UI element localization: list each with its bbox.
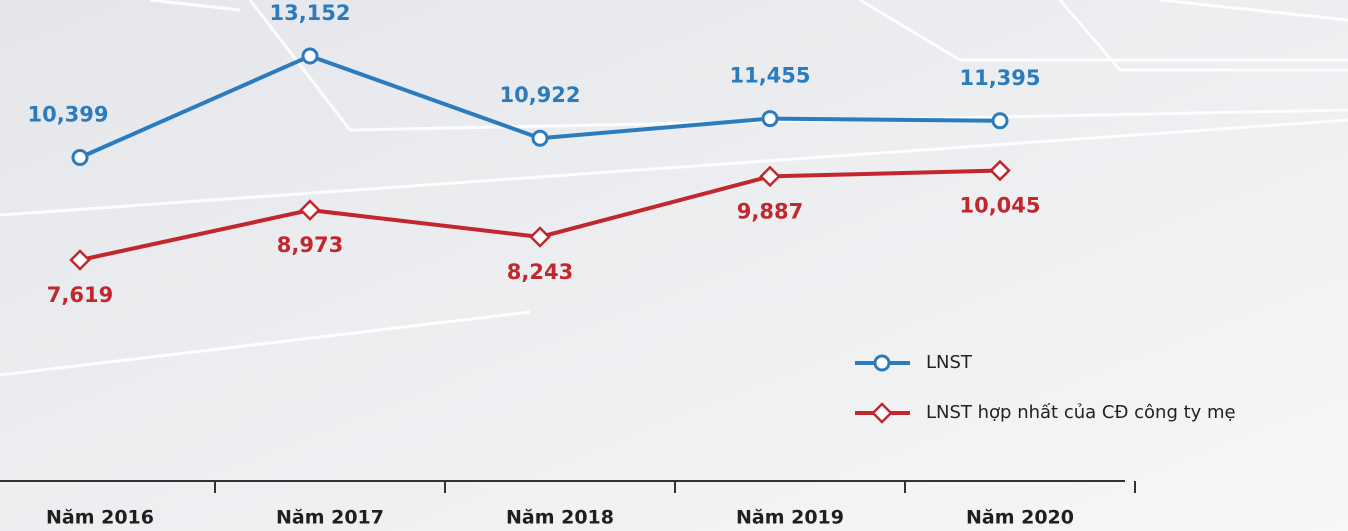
x-tick-label: Năm 2019 bbox=[736, 507, 844, 529]
value-label: 10,045 bbox=[959, 194, 1040, 218]
x-tick-label: Năm 2020 bbox=[966, 507, 1074, 529]
x-tick-label: Năm 2017 bbox=[276, 507, 384, 529]
x-tick-label: Năm 2016 bbox=[46, 507, 154, 529]
value-label: 7,619 bbox=[47, 283, 113, 307]
diamond-marker bbox=[299, 199, 321, 221]
value-label: 10,399 bbox=[27, 103, 108, 127]
diamond-marker bbox=[989, 159, 1011, 182]
circle-marker bbox=[71, 149, 89, 167]
circle-marker bbox=[301, 47, 319, 65]
value-label: 11,395 bbox=[959, 66, 1040, 90]
x-tick-label: Năm 2018 bbox=[506, 507, 614, 529]
value-label: 8,243 bbox=[507, 260, 573, 284]
value-label: 8,973 bbox=[277, 233, 343, 257]
circle-marker bbox=[991, 112, 1009, 130]
legend-label: LNST bbox=[926, 352, 973, 373]
decoration bbox=[0, 0, 1348, 375]
value-label: 13,152 bbox=[269, 1, 350, 25]
value-label: 11,455 bbox=[729, 64, 810, 88]
diamond-marker bbox=[759, 165, 781, 188]
value-label: 9,887 bbox=[737, 199, 803, 223]
value-label: 10,922 bbox=[499, 83, 580, 107]
circle-marker bbox=[761, 110, 779, 128]
diamond-marker bbox=[529, 226, 551, 248]
legend-label: LNST hợp nhất của CĐ công ty mẹ bbox=[926, 402, 1236, 423]
diamond-marker bbox=[69, 249, 91, 271]
circle-marker bbox=[873, 354, 891, 372]
diamond-marker bbox=[871, 402, 893, 424]
circle-marker bbox=[531, 129, 549, 147]
